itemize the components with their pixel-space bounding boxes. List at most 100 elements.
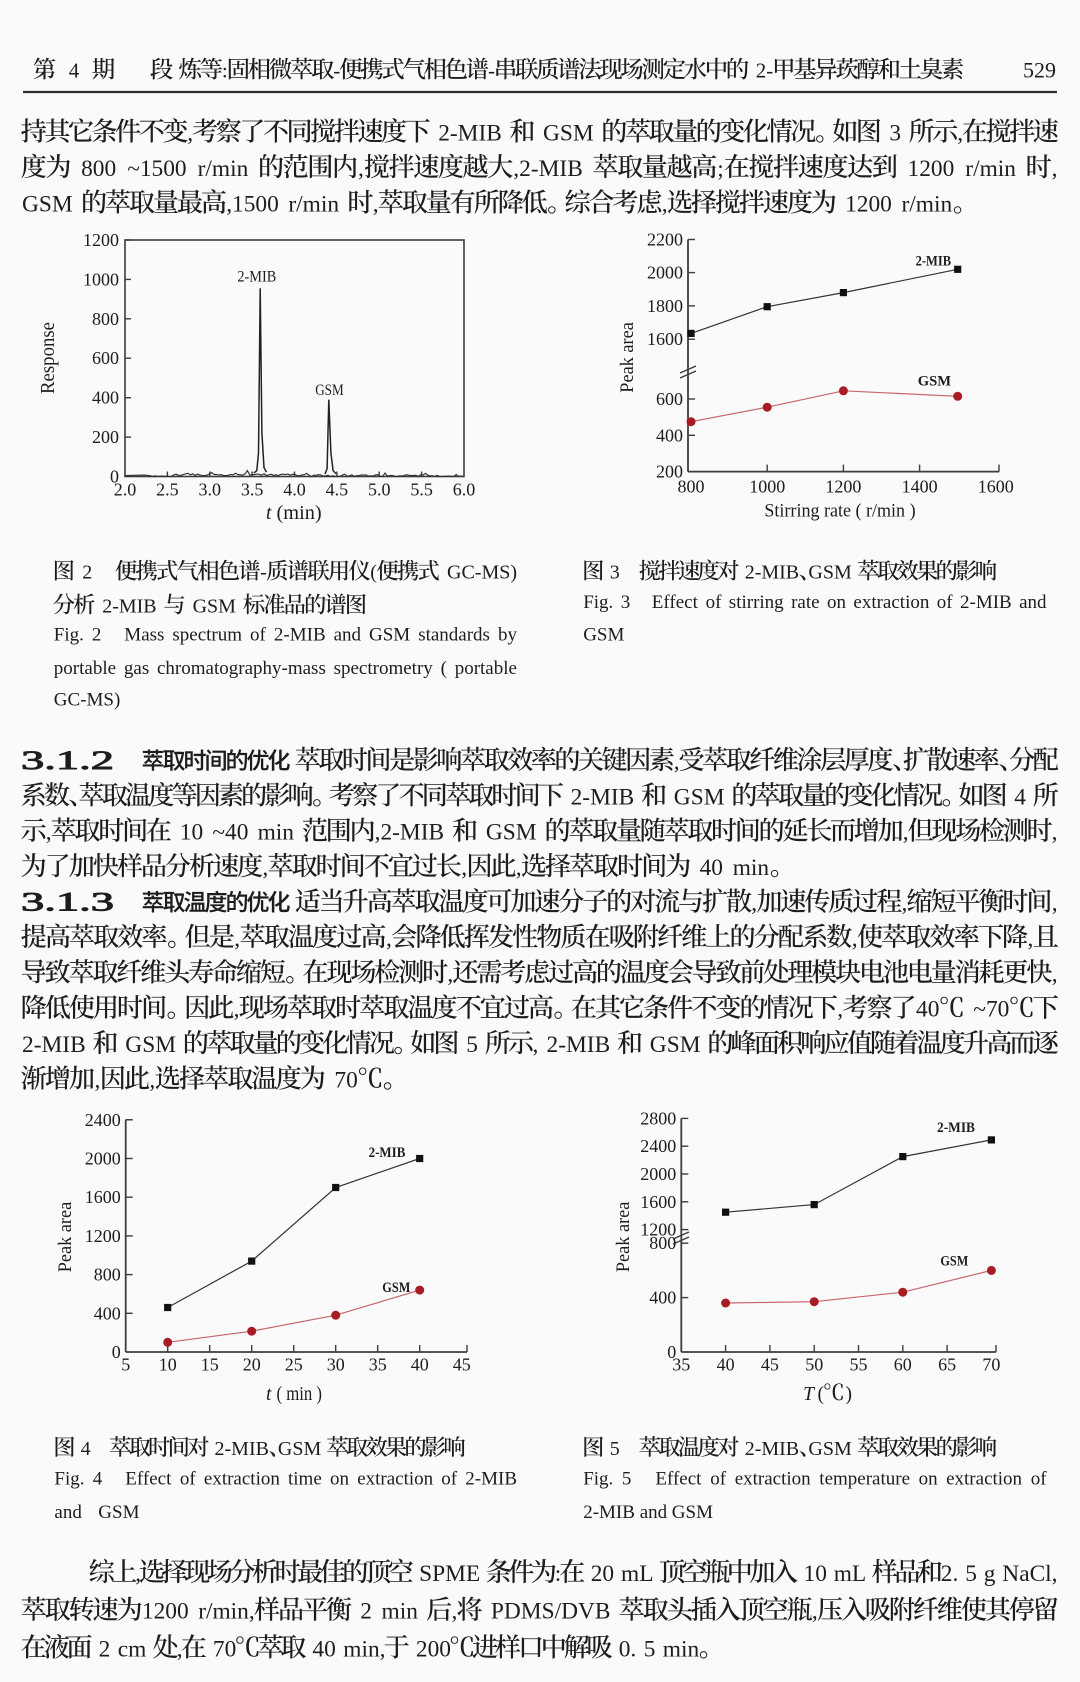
svg-text:1200: 1200 bbox=[83, 230, 119, 250]
svg-text:2400: 2400 bbox=[640, 1136, 676, 1156]
svg-text:r/min: r/min bbox=[902, 192, 953, 218]
svg-text:on: on bbox=[330, 1469, 350, 1490]
svg-text:,: , bbox=[852, 926, 858, 952]
svg-text:standards: standards bbox=[418, 625, 490, 646]
svg-text:200: 200 bbox=[416, 1636, 451, 1662]
svg-text:800: 800 bbox=[678, 477, 705, 497]
svg-text:,: , bbox=[187, 121, 193, 147]
svg-text:5: 5 bbox=[622, 1469, 632, 1490]
svg-text:400: 400 bbox=[656, 425, 683, 445]
svg-text:GSM: GSM bbox=[940, 1254, 968, 1270]
svg-text:,2-MIB: ,2-MIB bbox=[375, 820, 445, 846]
svg-text:,: , bbox=[533, 1032, 539, 1058]
svg-text:Peak area: Peak area bbox=[617, 322, 638, 393]
svg-text:1600: 1600 bbox=[647, 329, 683, 349]
svg-text:;: ; bbox=[717, 156, 724, 182]
svg-text:2: 2 bbox=[99, 1636, 111, 1662]
svg-text:GSM: GSM bbox=[918, 374, 952, 390]
svg-text:GSM: GSM bbox=[278, 1438, 322, 1460]
svg-text:of: of bbox=[250, 625, 267, 646]
svg-text:5: 5 bbox=[644, 1636, 656, 1662]
svg-text:min: min bbox=[663, 1636, 700, 1662]
svg-text:,: , bbox=[674, 749, 680, 775]
svg-text:,: , bbox=[903, 820, 909, 846]
svg-text:Mass: Mass bbox=[124, 625, 164, 646]
svg-text:1200: 1200 bbox=[640, 1220, 676, 1240]
svg-text:,: , bbox=[177, 1636, 183, 1662]
svg-text:2-MIB: 2-MIB bbox=[274, 625, 326, 646]
svg-text:2000: 2000 bbox=[640, 1164, 676, 1184]
svg-text:,: , bbox=[461, 855, 467, 881]
svg-text:1200: 1200 bbox=[908, 156, 955, 182]
svg-text:5.0: 5.0 bbox=[368, 480, 391, 500]
svg-text:min: min bbox=[382, 1599, 419, 1625]
svg-text:time: time bbox=[288, 1469, 322, 1490]
svg-text:,: , bbox=[234, 926, 240, 952]
svg-text:0: 0 bbox=[110, 467, 119, 487]
svg-text:~40: ~40 bbox=[212, 820, 248, 846]
svg-text:GSM: GSM bbox=[543, 121, 594, 147]
svg-text:t: t bbox=[266, 1384, 272, 1405]
svg-text:gas: gas bbox=[124, 658, 149, 679]
svg-text:400: 400 bbox=[649, 1288, 676, 1308]
svg-text:600: 600 bbox=[656, 389, 683, 409]
svg-text:20: 20 bbox=[243, 1355, 261, 1375]
svg-text:4: 4 bbox=[93, 1469, 103, 1490]
svg-text:3: 3 bbox=[610, 562, 620, 584]
svg-text:0: 0 bbox=[112, 1342, 121, 1362]
svg-text:2-MIB: 2-MIB bbox=[215, 1438, 269, 1460]
svg-text:600: 600 bbox=[92, 348, 119, 368]
svg-text:GSM: GSM bbox=[808, 1438, 852, 1460]
svg-text:,: , bbox=[902, 891, 908, 917]
svg-text:(: ( bbox=[441, 658, 447, 679]
svg-text:40: 40 bbox=[700, 855, 723, 881]
svg-text:2: 2 bbox=[360, 1599, 372, 1625]
svg-text:2-MIB: 2-MIB bbox=[571, 784, 635, 810]
svg-text:GSM: GSM bbox=[22, 192, 73, 218]
svg-text:~1500: ~1500 bbox=[127, 156, 186, 182]
svg-text:,: , bbox=[516, 855, 522, 881]
svg-text:stirring: stirring bbox=[729, 592, 784, 613]
svg-text:3.5: 3.5 bbox=[241, 480, 264, 500]
svg-text:Effect: Effect bbox=[125, 1469, 172, 1490]
svg-text:,: , bbox=[373, 192, 379, 218]
svg-text:800: 800 bbox=[94, 1265, 121, 1285]
svg-text:20: 20 bbox=[591, 1561, 614, 1587]
svg-text:on: on bbox=[919, 1469, 939, 1490]
svg-text:4: 4 bbox=[69, 59, 80, 83]
svg-text:,: , bbox=[149, 1068, 155, 1094]
svg-text:portable: portable bbox=[455, 658, 517, 679]
svg-text:(min): (min) bbox=[277, 503, 322, 524]
svg-text:3: 3 bbox=[621, 592, 631, 613]
svg-text:,2-MIB: ,2-MIB bbox=[513, 156, 583, 182]
svg-text:1000: 1000 bbox=[749, 477, 785, 497]
svg-text:,: , bbox=[452, 1599, 458, 1625]
svg-text:(: ( bbox=[818, 1384, 825, 1405]
svg-text:PDMS/DVB: PDMS/DVB bbox=[491, 1599, 611, 1625]
svg-text:Peak area: Peak area bbox=[55, 1201, 76, 1272]
svg-text:2-MIB: 2-MIB bbox=[745, 1438, 799, 1460]
svg-text:4: 4 bbox=[1014, 784, 1026, 810]
svg-text:,: , bbox=[1052, 891, 1058, 917]
svg-text:3.0: 3.0 bbox=[199, 480, 222, 500]
svg-text:1200: 1200 bbox=[85, 1226, 121, 1246]
svg-text:(: ( bbox=[370, 562, 377, 584]
svg-text:0: 0 bbox=[667, 1342, 676, 1362]
svg-text:r/min: r/min bbox=[965, 156, 1016, 182]
svg-text:min: min bbox=[733, 855, 770, 881]
svg-text:10: 10 bbox=[159, 1355, 177, 1375]
svg-text:5: 5 bbox=[121, 1355, 130, 1375]
svg-text:3: 3 bbox=[889, 121, 901, 147]
svg-text:25: 25 bbox=[285, 1355, 303, 1375]
svg-text:,: , bbox=[262, 855, 268, 881]
svg-text:spectrum: spectrum bbox=[172, 625, 242, 646]
svg-text:and: and bbox=[54, 1502, 82, 1523]
svg-text:Peak area: Peak area bbox=[613, 1201, 634, 1272]
svg-text:and: and bbox=[1019, 592, 1047, 613]
svg-text:T: T bbox=[803, 1384, 815, 1405]
svg-text:5: 5 bbox=[965, 1561, 977, 1587]
svg-text:r/min: r/min bbox=[198, 156, 249, 182]
svg-text:SPME: SPME bbox=[419, 1561, 480, 1587]
svg-text:-: - bbox=[488, 59, 495, 83]
svg-text:Effect: Effect bbox=[655, 1469, 702, 1490]
